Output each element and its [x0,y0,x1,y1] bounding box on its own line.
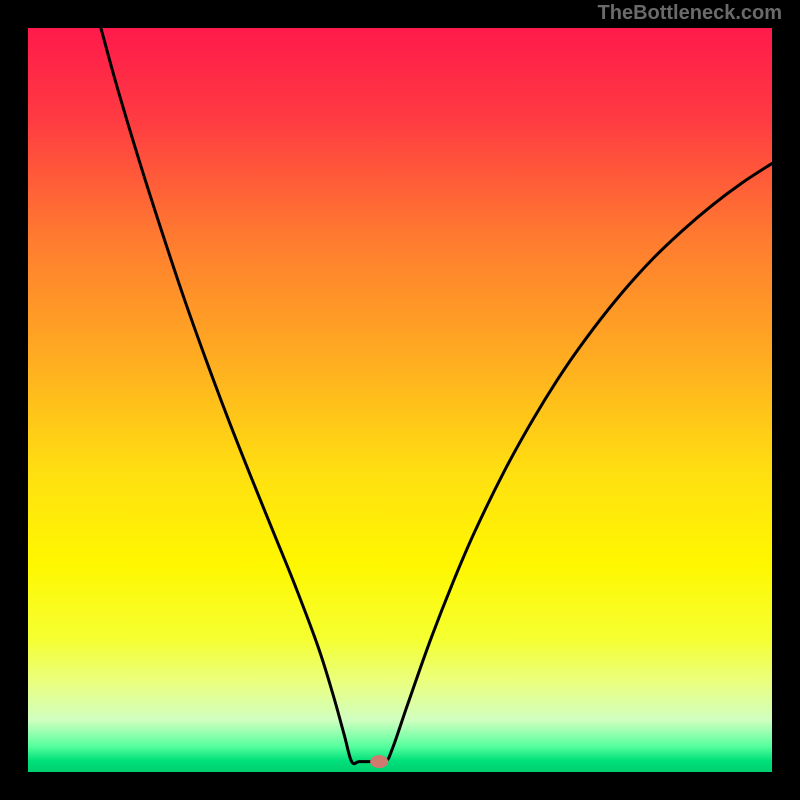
bottleneck-curve [101,28,772,764]
optimum-marker [370,755,388,768]
chart-curve-layer [28,28,772,772]
plot-area [28,28,772,772]
watermark-text: TheBottleneck.com [598,2,782,25]
